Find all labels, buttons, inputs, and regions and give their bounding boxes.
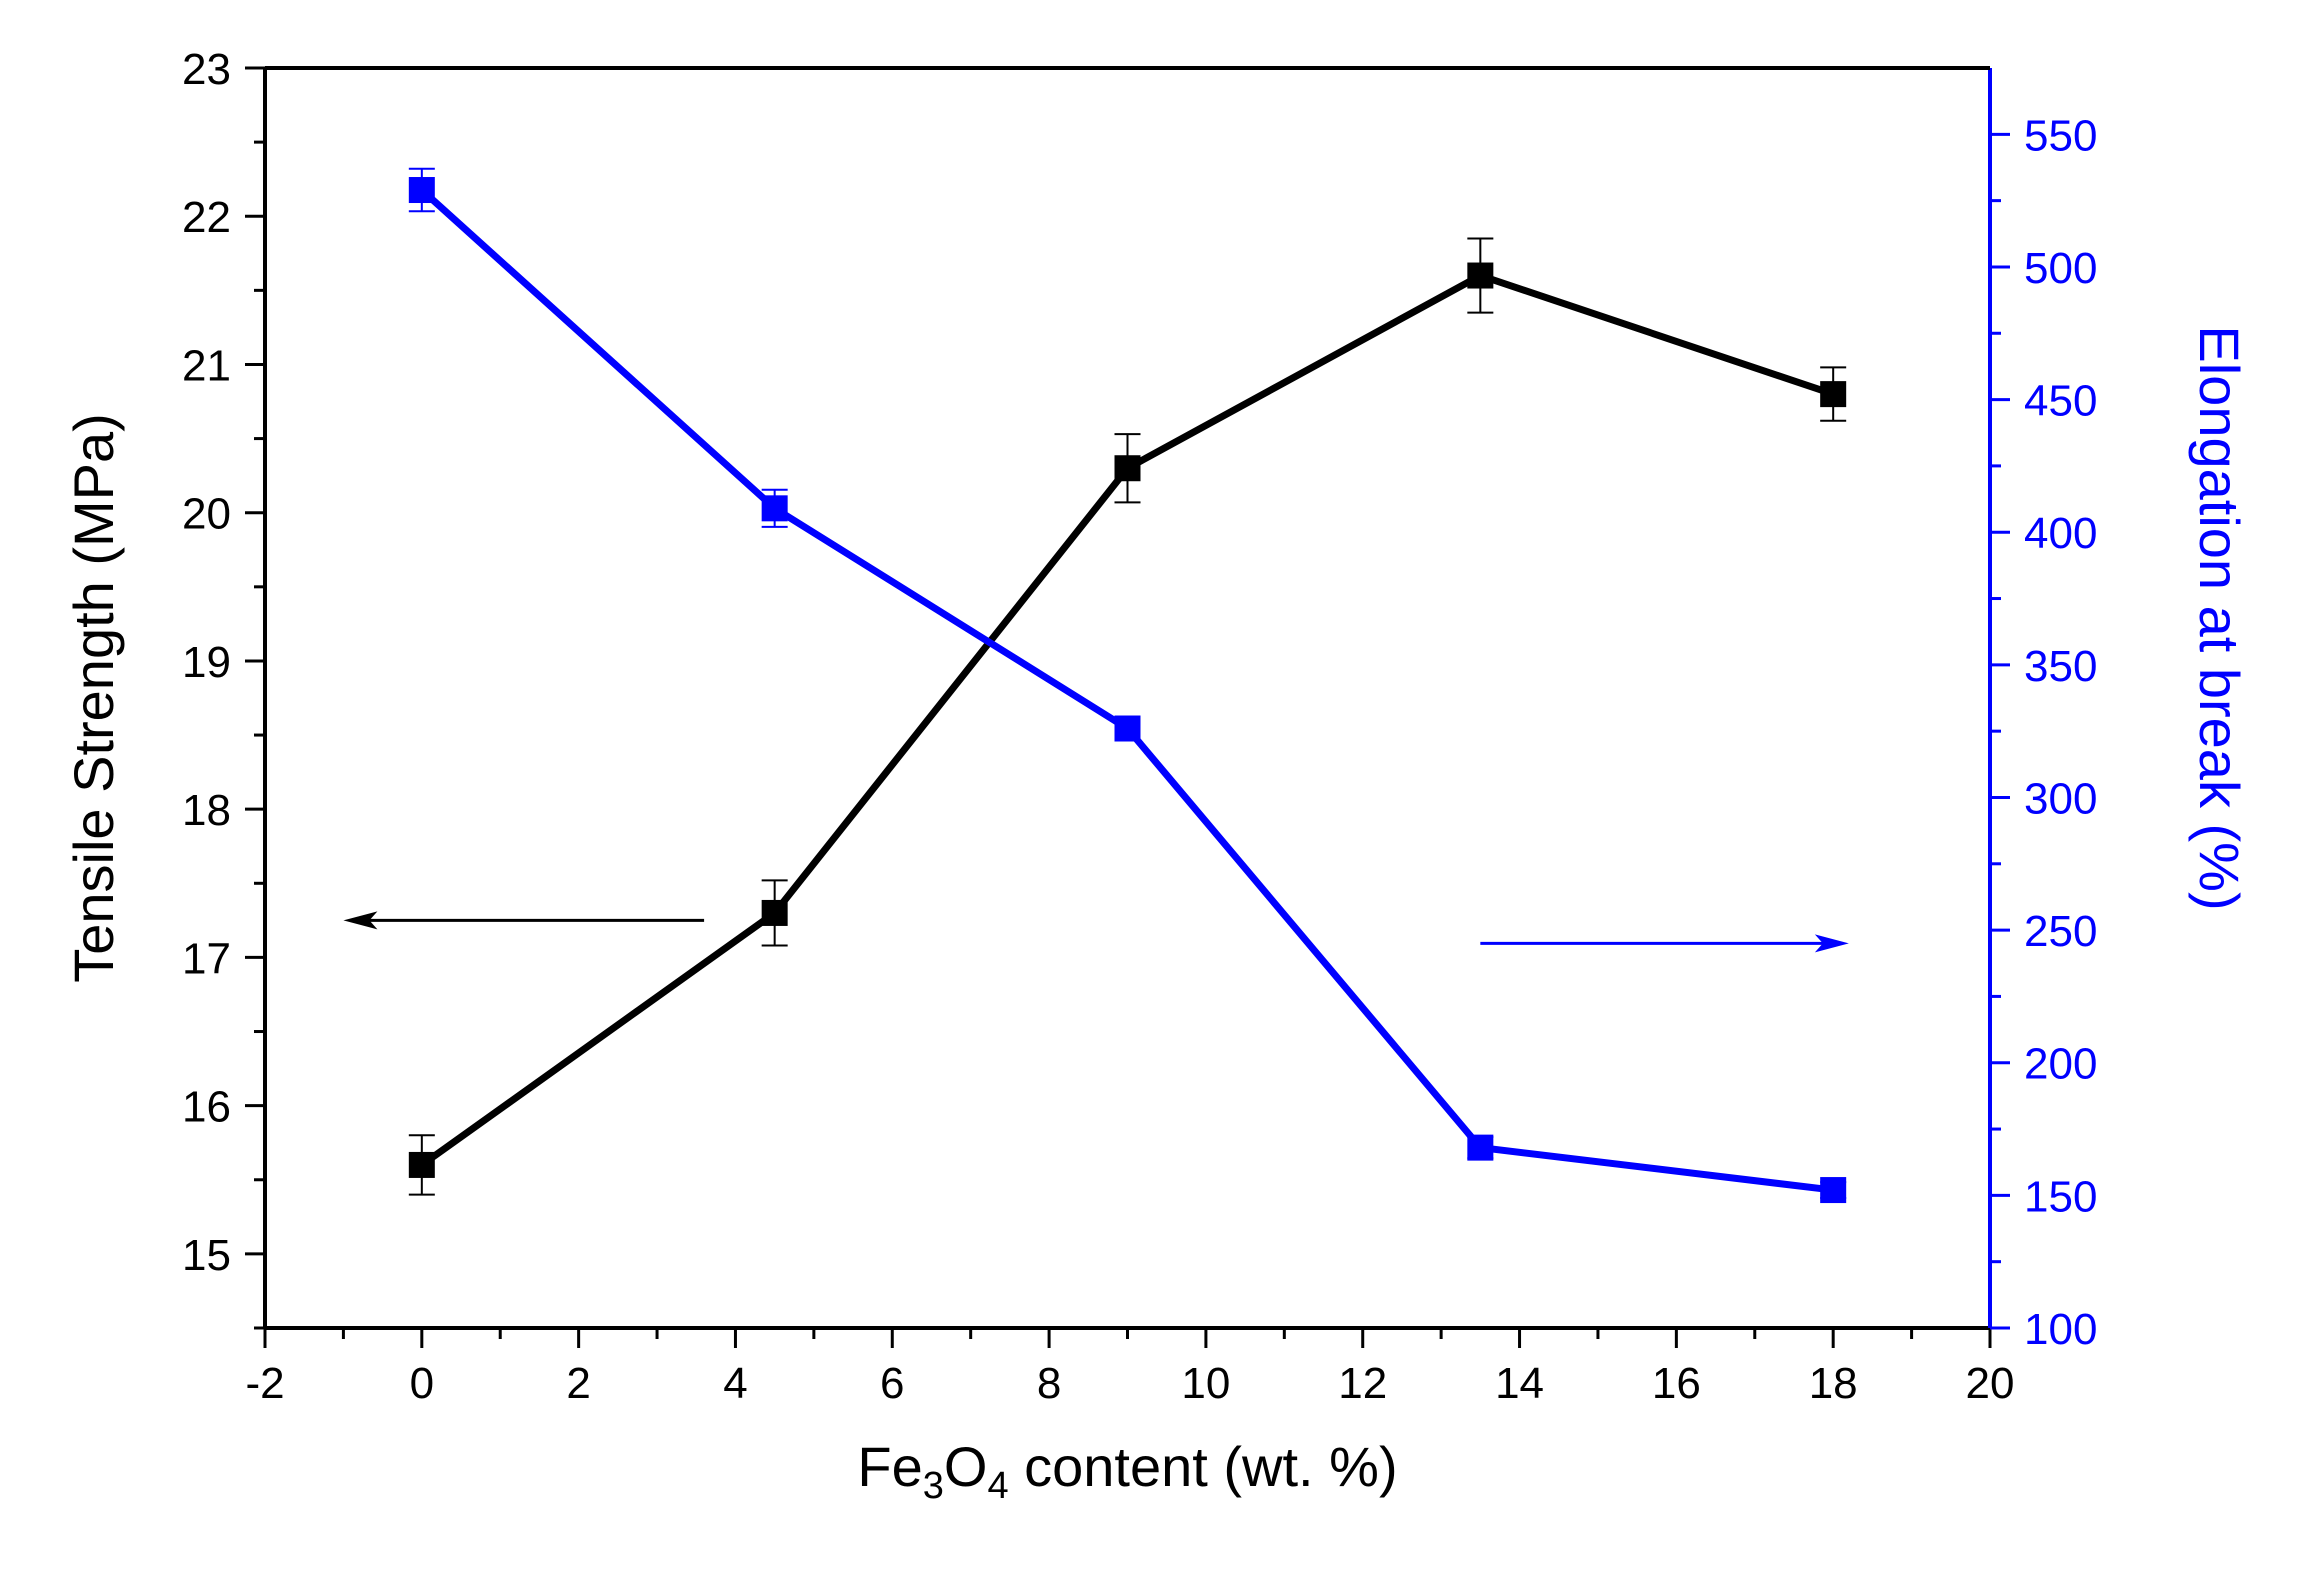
arrow-head bbox=[1814, 934, 1849, 953]
ticks-group: -2 0 2 4 6 8 10 12 14 16 18 20 15 16 17 18 19 20 21 22 23 100… bbox=[182, 45, 2097, 1408]
y-left-tick-label: 17 bbox=[182, 934, 231, 983]
y-left-axis-label: Tensile Strength (MPa) bbox=[62, 413, 125, 983]
y-left-tick-label: 16 bbox=[182, 1083, 231, 1132]
data-point bbox=[761, 899, 788, 926]
y-left-tick-label: 19 bbox=[182, 638, 231, 687]
y-right-tick-label: 500 bbox=[2024, 244, 2097, 293]
x-tick-label: -2 bbox=[245, 1359, 284, 1408]
series-group bbox=[408, 167, 1847, 1204]
x-axis-label-rest: content (wt. %) bbox=[1009, 1435, 1398, 1498]
data-point bbox=[1467, 1134, 1494, 1161]
data-point bbox=[1467, 262, 1494, 289]
data-point bbox=[1114, 455, 1141, 482]
y-right-tick-label: 300 bbox=[2024, 774, 2097, 823]
x-tick-label: 18 bbox=[1809, 1359, 1858, 1408]
x-tick-label: 4 bbox=[723, 1359, 747, 1408]
x-axis-label-sub3: 3 bbox=[923, 1465, 944, 1507]
y-right-tick-label: 250 bbox=[2024, 907, 2097, 956]
y-right-tick-label: 350 bbox=[2024, 642, 2097, 691]
y-left-tick-label: 23 bbox=[182, 45, 231, 94]
data-point bbox=[1820, 1177, 1847, 1204]
x-tick-label: 2 bbox=[566, 1359, 590, 1408]
y-left-tick-label: 21 bbox=[182, 341, 231, 390]
x-tick-label: 0 bbox=[410, 1359, 434, 1408]
arrow-head bbox=[343, 911, 378, 930]
data-point bbox=[1820, 381, 1847, 408]
y-right-tick-label: 150 bbox=[2024, 1172, 2097, 1221]
x-tick-label: 10 bbox=[1181, 1359, 1230, 1408]
x-tick-label: 14 bbox=[1495, 1359, 1544, 1408]
axes-group bbox=[263, 66, 1992, 1330]
series-line bbox=[419, 187, 1834, 1194]
y-right-tick-label: 200 bbox=[2024, 1040, 2097, 1089]
series-tensile-strength bbox=[408, 237, 1847, 1196]
y-right-tick-label: 450 bbox=[2024, 377, 2097, 426]
x-tick-label: 16 bbox=[1652, 1359, 1701, 1408]
arrow-left-annotation bbox=[343, 911, 705, 930]
y-right-tick-label: 100 bbox=[2024, 1305, 2097, 1354]
data-point bbox=[408, 177, 435, 204]
x-tick-label: 8 bbox=[1037, 1359, 1061, 1408]
x-axis-label-sub4: 4 bbox=[987, 1465, 1008, 1507]
x-tick-label: 20 bbox=[1966, 1359, 2015, 1408]
y-left-tick-label: 20 bbox=[182, 490, 231, 539]
y-right-axis-label: Elongation at break (%) bbox=[2188, 325, 2251, 910]
data-point bbox=[408, 1151, 435, 1178]
y-left-tick-label: 15 bbox=[182, 1231, 231, 1280]
x-axis-label-fe: Fe bbox=[857, 1435, 922, 1498]
data-point bbox=[761, 495, 788, 522]
annotations-group bbox=[343, 911, 1849, 953]
series-elongation bbox=[408, 167, 1847, 1204]
x-axis-label-o: O bbox=[944, 1435, 988, 1498]
y-left-tick-label: 22 bbox=[182, 193, 231, 242]
y-right-tick-label: 400 bbox=[2024, 509, 2097, 558]
x-axis-label: Fe3O4 content (wt. %) bbox=[857, 1435, 1397, 1507]
y-right-tick-label: 550 bbox=[2024, 111, 2097, 160]
arrow-right-annotation bbox=[1480, 934, 1849, 953]
data-point bbox=[1114, 715, 1141, 742]
x-tick-label: 6 bbox=[880, 1359, 904, 1408]
x-tick-label: 12 bbox=[1338, 1359, 1387, 1408]
y-left-tick-label: 18 bbox=[182, 786, 231, 835]
